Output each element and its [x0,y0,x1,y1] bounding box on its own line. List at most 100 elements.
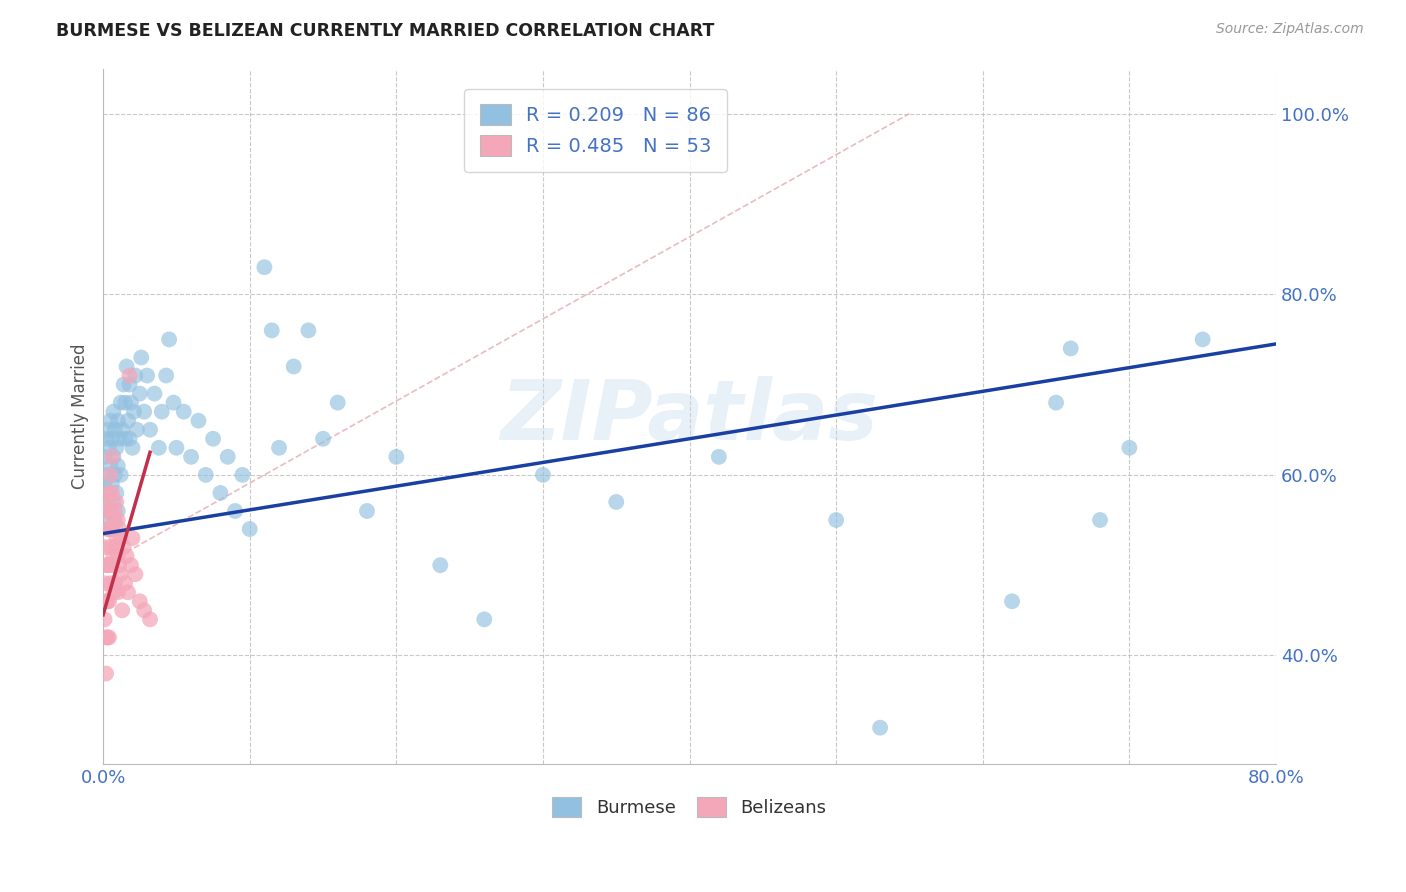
Point [96,423,118,437]
Point [114,432,136,446]
Point [173,404,195,418]
Point [869,721,891,735]
Point [129,351,152,365]
Point [110,467,132,482]
Point [231,467,253,482]
Point [103,404,125,418]
Point [136,368,159,383]
Point [94,594,117,608]
Point [110,567,132,582]
Point [110,395,132,409]
Point [122,404,145,418]
Point [110,531,132,545]
Point [101,522,124,536]
Point [98,441,121,455]
Point [100,540,122,554]
Point [98,631,121,645]
Point [93,576,115,591]
Point [148,441,170,455]
Point [96,467,118,482]
Point [96,522,118,536]
Point [104,576,127,591]
Point [94,631,117,645]
Text: BURMESE VS BELIZEAN CURRENTLY MARRIED CORRELATION CHART: BURMESE VS BELIZEAN CURRENTLY MARRIED CO… [56,22,714,40]
Point [94,558,117,573]
Point [107,585,129,599]
Point [103,549,125,563]
Point [1118,441,1140,455]
Point [118,377,141,392]
Point [120,395,142,409]
Point [94,495,117,509]
Point [124,368,146,383]
Point [1191,333,1213,347]
Point [103,513,125,527]
Point [104,467,127,482]
Legend: Burmese, Belizeans: Burmese, Belizeans [546,790,834,824]
Point [115,359,138,374]
Point [267,441,290,455]
Point [180,450,202,464]
Point [187,414,209,428]
Point [98,594,121,608]
Point [107,414,129,428]
Point [124,567,146,582]
Point [112,540,135,554]
Point [1045,395,1067,409]
Point [217,450,239,464]
Point [96,513,118,527]
Point [283,359,305,374]
Point [114,576,136,591]
Point [297,323,319,337]
Point [139,612,162,626]
Point [105,495,128,509]
Point [118,368,141,383]
Point [472,612,495,626]
Point [134,603,156,617]
Point [112,377,135,392]
Point [224,504,246,518]
Point [100,504,122,518]
Point [107,549,129,563]
Point [103,450,125,464]
Point [104,504,127,518]
Point [100,504,122,518]
Point [93,450,115,464]
Point [239,522,262,536]
Point [111,603,134,617]
Point [155,368,177,383]
Point [165,441,187,455]
Point [101,432,124,446]
Point [108,432,131,446]
Point [115,549,138,563]
Point [531,467,554,482]
Point [98,486,121,500]
Point [1001,594,1024,608]
Point [100,467,122,482]
Point [117,585,139,599]
Point [94,432,117,446]
Point [107,513,129,527]
Point [128,386,150,401]
Point [162,395,184,409]
Point [96,631,118,645]
Point [98,522,121,536]
Point [104,423,127,437]
Point [105,486,128,500]
Point [429,558,451,573]
Point [150,404,173,418]
Point [93,612,115,626]
Point [143,386,166,401]
Point [101,558,124,573]
Point [101,476,124,491]
Point [94,666,117,681]
Point [312,432,335,446]
Text: ZIPatlas: ZIPatlas [501,376,879,457]
Point [96,594,118,608]
Point [121,531,143,545]
Point [103,495,125,509]
Point [134,404,156,418]
Point [253,260,276,275]
Point [326,395,349,409]
Text: Source: ZipAtlas.com: Source: ZipAtlas.com [1216,22,1364,37]
